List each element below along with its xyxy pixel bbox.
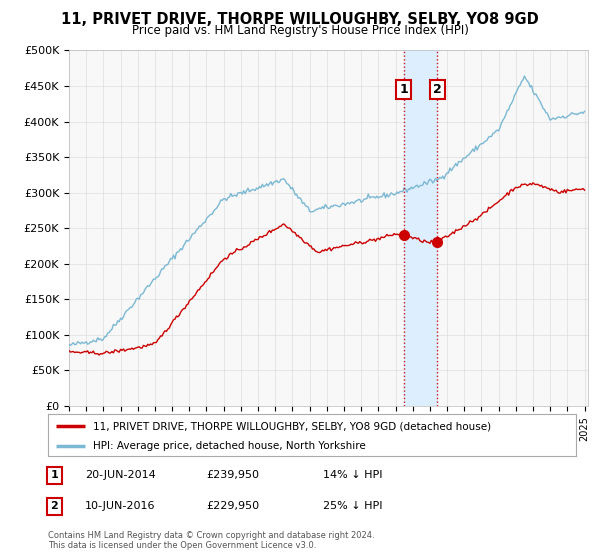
Text: 2: 2 bbox=[50, 501, 58, 511]
Text: £239,950: £239,950 bbox=[206, 470, 259, 480]
Text: Price paid vs. HM Land Registry's House Price Index (HPI): Price paid vs. HM Land Registry's House … bbox=[131, 24, 469, 36]
Text: 11, PRIVET DRIVE, THORPE WILLOUGHBY, SELBY, YO8 9GD (detached house): 11, PRIVET DRIVE, THORPE WILLOUGHBY, SEL… bbox=[93, 421, 491, 431]
Text: 2: 2 bbox=[433, 83, 442, 96]
Text: 11, PRIVET DRIVE, THORPE WILLOUGHBY, SELBY, YO8 9GD: 11, PRIVET DRIVE, THORPE WILLOUGHBY, SEL… bbox=[61, 12, 539, 27]
Text: 10-JUN-2016: 10-JUN-2016 bbox=[85, 501, 155, 511]
Bar bbox=[404, 50, 437, 406]
Text: £229,950: £229,950 bbox=[206, 501, 260, 511]
Text: 25% ↓ HPI: 25% ↓ HPI bbox=[323, 501, 382, 511]
Text: 1: 1 bbox=[399, 83, 408, 96]
Text: Contains HM Land Registry data © Crown copyright and database right 2024.
This d: Contains HM Land Registry data © Crown c… bbox=[48, 531, 374, 550]
Text: HPI: Average price, detached house, North Yorkshire: HPI: Average price, detached house, Nort… bbox=[93, 441, 365, 451]
Text: 20-JUN-2014: 20-JUN-2014 bbox=[85, 470, 156, 480]
Text: 14% ↓ HPI: 14% ↓ HPI bbox=[323, 470, 382, 480]
Text: 1: 1 bbox=[50, 470, 58, 480]
